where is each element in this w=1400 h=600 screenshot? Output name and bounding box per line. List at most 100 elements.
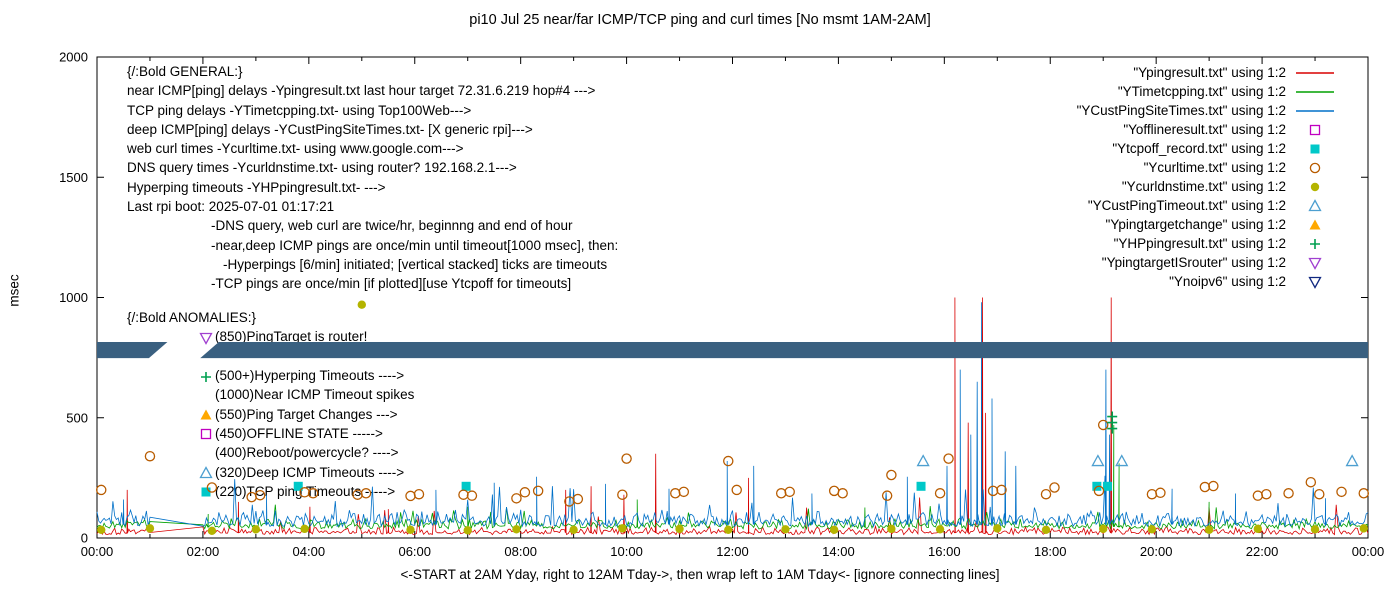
square-filled-bullet-icon xyxy=(201,487,211,497)
anomaly-text: (500+)Hyperping Timeouts ----> xyxy=(215,368,405,384)
legend-label: "Ynoipv6" using 1:2 xyxy=(1169,274,1286,289)
circle-open-marker xyxy=(934,488,946,499)
anomaly-text: (550)Ping Target Changes ---> xyxy=(215,406,398,422)
circle-filled-marker xyxy=(724,525,733,535)
square-filled-marker xyxy=(201,487,211,497)
series-YHPpingresult.txt xyxy=(1107,411,1118,434)
circle-open-marker xyxy=(621,453,632,464)
circle-filled-marker xyxy=(618,524,627,533)
legend-entry: "Ycurltime.txt" using 1:2 xyxy=(1077,158,1338,177)
circle-open-marker xyxy=(1336,486,1347,498)
anomaly-text: (320)Deep ICMP Timeouts ----> xyxy=(215,464,405,480)
circle-open-marker xyxy=(532,485,544,497)
circle-open-marker xyxy=(881,490,893,501)
x-tick-label: 18:00 xyxy=(1034,544,1067,559)
circle-filled-marker xyxy=(829,525,839,535)
circle-open-marker xyxy=(1097,419,1109,431)
chart-title: pi10 Jul 25 near/far ICMP/TCP ping and c… xyxy=(469,12,931,28)
circle-open-marker xyxy=(572,493,584,505)
circle-filled-marker xyxy=(463,526,472,535)
circle-filled-marker xyxy=(1310,525,1320,534)
circle-open-marker xyxy=(1093,485,1105,497)
x-tick-label: 12:00 xyxy=(716,544,749,559)
legend-sample-icon xyxy=(1309,162,1321,173)
legend-label: "Ycurldnstime.txt" using 1:2 xyxy=(1121,179,1286,194)
y-axis-label: msec xyxy=(6,274,22,307)
general-annotation-line: Last rpi boot: 2025-07-01 01:17:21 xyxy=(127,199,335,215)
plus-marker xyxy=(1107,417,1118,428)
nabla-open-marker xyxy=(1308,276,1322,289)
circle-filled-marker xyxy=(1041,525,1051,535)
circle-open-marker xyxy=(1305,476,1317,488)
circle-open-marker xyxy=(1314,488,1325,500)
legend-sample-icon xyxy=(1308,257,1322,270)
circle-open-marker xyxy=(1358,488,1370,499)
nabla-open-marker xyxy=(199,332,213,345)
legend-entry: "YHPpingresult.txt" using 1:2 xyxy=(1077,234,1338,253)
legend-entry: "Ytcpoff_record.txt" using 1:2 xyxy=(1077,139,1338,158)
circle-open-marker xyxy=(1261,488,1272,500)
legend-entry: "Ycurldnstime.txt" using 1:2 xyxy=(1077,177,1338,196)
empty-bullet xyxy=(198,348,214,364)
circle-open-marker xyxy=(1208,480,1219,492)
empty-bullet xyxy=(198,445,214,461)
anomaly-text: (450)OFFLINE STATE -----> xyxy=(215,425,383,441)
circle-open-marker xyxy=(1252,490,1264,501)
general-annotation-line: web curl times -Ycurltime.txt- using www… xyxy=(127,141,464,157)
nabla-open-marker xyxy=(1308,257,1322,270)
anomaly-text: (220)TCP ping Timeouts -----> xyxy=(215,483,396,499)
circle-open-marker xyxy=(458,489,469,500)
circle-open-marker xyxy=(987,485,999,497)
circle-filled-marker xyxy=(781,525,790,534)
legend-entry: "YpingtargetISrouter" using 1:2 xyxy=(1077,253,1338,272)
anomaly-text: (850)PingTarget is router! xyxy=(215,329,368,345)
circle-open-marker xyxy=(466,490,478,501)
legend-label: "Ycurltime.txt" using 1:2 xyxy=(1143,160,1286,175)
anomaly-text: (1000)Near ICMP Timeout spikes xyxy=(215,387,415,403)
circle-open-marker xyxy=(828,485,840,497)
circle-filled-marker xyxy=(935,525,945,534)
legend-entry: "YCustPingTimeout.txt" using 1:2 xyxy=(1077,196,1338,215)
general-annotations: {/:Bold GENERAL:} near ICMP[ping] delays … xyxy=(127,62,618,294)
triangle-open-marker xyxy=(916,454,930,467)
anomaly-line: (320)Deep ICMP Timeouts ----> xyxy=(198,462,414,481)
legend-sample-icon xyxy=(1296,90,1334,93)
y-tick-label: 500 xyxy=(66,410,88,425)
legend: "Ypingresult.txt" using 1:2 "YTimetcpping… xyxy=(1077,63,1338,291)
legend-sample-icon xyxy=(1308,198,1322,211)
y-tick-label: 1000 xyxy=(59,290,88,305)
square-open-marker xyxy=(200,429,212,440)
circle-filled-marker xyxy=(675,524,684,534)
legend-label: "YpingtargetISrouter" using 1:2 xyxy=(1101,255,1286,270)
circle-open-marker xyxy=(731,484,742,496)
x-axis-label: <-START at 2AM Yday, right to 12AM Tday-… xyxy=(400,567,1000,582)
x-tick-label: 04:00 xyxy=(293,544,326,559)
circle-open-marker xyxy=(1146,488,1158,500)
x-tick-label: 16:00 xyxy=(928,544,961,559)
general-annotation-line: -Hyperpings [6/min] initiated; [vertical… xyxy=(223,256,608,272)
general-annotation-line: deep ICMP[ping] delays -YCustPingSiteTim… xyxy=(127,121,533,137)
triangle-open-marker xyxy=(199,466,213,479)
x-tick-label: 22:00 xyxy=(1246,544,1279,559)
circle-filled-marker xyxy=(1204,525,1214,535)
legend-sample-icon xyxy=(1308,276,1322,289)
circle-filled-marker xyxy=(97,525,106,535)
empty-bullet xyxy=(198,387,214,403)
circle-filled-marker xyxy=(1359,524,1368,533)
y-tick-label: 2000 xyxy=(59,50,88,65)
circle-filled-marker xyxy=(145,524,155,533)
circle-open-marker xyxy=(775,488,787,499)
general-annotation-line: -TCP pings are once/min [if plotted][use… xyxy=(211,276,572,292)
plus-marker xyxy=(1310,238,1320,249)
x-tick-label: 06:00 xyxy=(398,544,431,559)
anomaly-line: (450)OFFLINE STATE -----> xyxy=(198,424,414,443)
legend-label: "Ypingresult.txt" using 1:2 xyxy=(1133,65,1286,80)
square-filled-marker xyxy=(1092,481,1102,491)
circle-open-marker xyxy=(617,489,628,500)
series-Ytcpoff_record.txt xyxy=(293,481,1112,491)
legend-entry: "Ynoipv6" using 1:2 xyxy=(1077,272,1338,291)
legend-label: "Ypingtargetchange" using 1:2 xyxy=(1105,217,1286,232)
triangle-filled-bullet-icon xyxy=(200,409,212,420)
nabla-open-bullet-icon xyxy=(199,332,213,345)
circle-open-marker xyxy=(564,496,575,507)
